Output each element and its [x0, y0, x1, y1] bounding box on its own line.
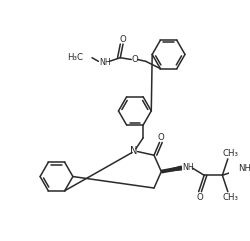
Text: O: O	[196, 193, 202, 202]
Text: NH: NH	[181, 163, 193, 172]
Text: NH: NH	[98, 58, 110, 67]
Text: NH₂: NH₂	[237, 164, 250, 173]
Text: O: O	[157, 134, 164, 142]
Text: O: O	[131, 55, 138, 64]
Text: O: O	[119, 35, 126, 44]
Text: N: N	[130, 146, 137, 156]
Text: H₃C: H₃C	[67, 53, 82, 62]
Polygon shape	[161, 166, 181, 172]
Text: CH₃: CH₃	[222, 193, 238, 202]
Text: CH₃: CH₃	[222, 149, 238, 158]
